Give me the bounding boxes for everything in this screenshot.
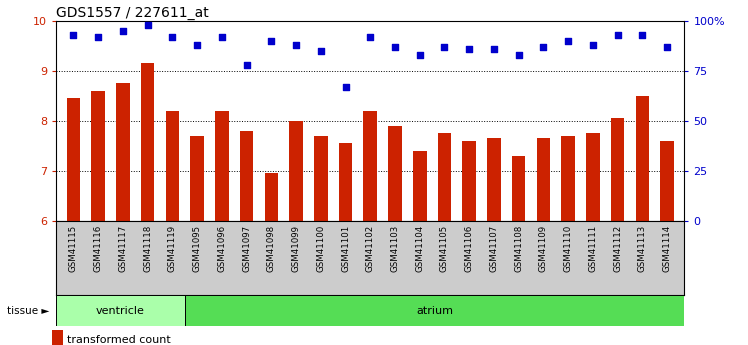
Bar xyxy=(314,136,328,221)
Text: GSM41111: GSM41111 xyxy=(589,225,598,272)
Point xyxy=(488,46,500,51)
Point xyxy=(216,34,228,39)
Text: GSM41109: GSM41109 xyxy=(539,225,548,272)
Text: GSM41112: GSM41112 xyxy=(613,225,622,272)
Point xyxy=(537,44,549,49)
Point xyxy=(587,42,599,48)
Bar xyxy=(512,156,526,221)
Bar xyxy=(289,121,303,221)
Bar xyxy=(438,133,451,221)
Bar xyxy=(611,118,625,221)
Text: GSM41102: GSM41102 xyxy=(366,225,375,272)
Text: GSM41115: GSM41115 xyxy=(69,225,78,272)
Point xyxy=(612,32,624,38)
Bar xyxy=(462,141,476,221)
Bar xyxy=(487,138,500,221)
Bar xyxy=(116,83,129,221)
Bar xyxy=(339,143,352,221)
Point xyxy=(562,38,574,43)
Text: GSM41104: GSM41104 xyxy=(415,225,424,272)
Text: GSM41095: GSM41095 xyxy=(192,225,202,272)
Point xyxy=(117,28,129,33)
Point xyxy=(463,46,475,51)
Text: GSM41105: GSM41105 xyxy=(440,225,449,272)
Bar xyxy=(141,63,154,221)
Text: GSM41097: GSM41097 xyxy=(242,225,251,272)
Bar xyxy=(364,111,377,221)
Bar xyxy=(536,138,551,221)
Bar xyxy=(56,295,185,326)
Text: transformed count: transformed count xyxy=(67,335,171,345)
Text: ventricle: ventricle xyxy=(96,306,145,315)
Bar xyxy=(265,173,278,221)
Bar xyxy=(660,141,674,221)
Point xyxy=(141,22,153,28)
Text: GSM41114: GSM41114 xyxy=(663,225,672,272)
Text: GSM41113: GSM41113 xyxy=(638,225,647,272)
Bar xyxy=(165,111,180,221)
Bar xyxy=(185,295,684,326)
Bar xyxy=(190,136,204,221)
Text: GSM41101: GSM41101 xyxy=(341,225,350,272)
Bar xyxy=(52,330,63,345)
Point xyxy=(315,48,327,53)
Bar xyxy=(240,131,254,221)
Text: GSM41096: GSM41096 xyxy=(218,225,227,272)
Text: GSM41116: GSM41116 xyxy=(94,225,102,272)
Bar xyxy=(636,96,649,221)
Bar xyxy=(215,111,229,221)
Text: GSM41100: GSM41100 xyxy=(316,225,325,272)
Point xyxy=(414,52,426,58)
Bar xyxy=(413,151,426,221)
Point xyxy=(438,44,450,49)
Point xyxy=(92,34,104,39)
Text: GSM41110: GSM41110 xyxy=(564,225,573,272)
Bar xyxy=(388,126,402,221)
Text: GSM41118: GSM41118 xyxy=(143,225,152,272)
Bar xyxy=(586,133,600,221)
Text: GSM41106: GSM41106 xyxy=(465,225,473,272)
Text: GSM41107: GSM41107 xyxy=(489,225,498,272)
Bar xyxy=(67,98,80,221)
Point xyxy=(166,34,178,39)
Point xyxy=(290,42,302,48)
Point xyxy=(241,62,253,68)
Text: GSM41119: GSM41119 xyxy=(168,225,177,272)
Point xyxy=(512,52,524,58)
Text: GSM41108: GSM41108 xyxy=(514,225,523,272)
Text: GSM41099: GSM41099 xyxy=(292,225,301,272)
Text: GSM41117: GSM41117 xyxy=(118,225,127,272)
Bar xyxy=(91,91,105,221)
Point xyxy=(364,34,376,39)
Point xyxy=(67,32,79,38)
Point xyxy=(637,32,649,38)
Text: GSM41103: GSM41103 xyxy=(390,225,399,272)
Point xyxy=(661,44,673,49)
Text: GDS1557 / 227611_at: GDS1557 / 227611_at xyxy=(56,6,209,20)
Point xyxy=(266,38,278,43)
Text: tissue ►: tissue ► xyxy=(7,306,50,315)
Point xyxy=(389,44,401,49)
Text: atrium: atrium xyxy=(416,306,453,315)
Point xyxy=(340,84,352,89)
Text: GSM41098: GSM41098 xyxy=(267,225,276,272)
Bar xyxy=(561,136,575,221)
Point xyxy=(191,42,203,48)
